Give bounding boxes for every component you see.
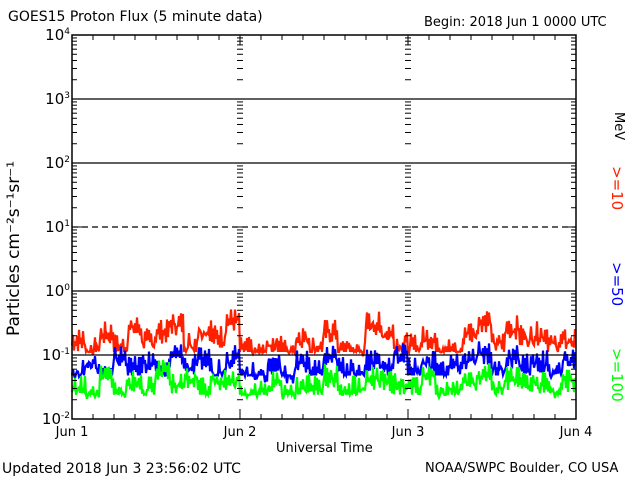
series-line-0 [70,309,577,358]
y-tick-label: 10-2 [41,410,70,428]
begin-label: Begin: 2018 Jun 1 0000 UTC [424,15,607,30]
y-tick-label: 103 [45,90,70,108]
y-tick-label: 102 [45,154,70,172]
y-tick-label: 104 [45,26,70,44]
x-tick-label: Jun 3 [391,425,425,440]
legend-ge50: >=50 [608,262,626,307]
x-tick-label: Jun 1 [55,425,89,440]
y-tick-label: 100 [45,282,70,300]
chart-title: GOES15 Proton Flux (5 minute data) [8,9,263,25]
series-line-2 [70,359,577,401]
x-tick-label: Jun 4 [559,425,593,440]
credit: NOAA/SWPC Boulder, CO USA [425,461,619,476]
y-tick-label: 10-1 [41,346,70,364]
x-tick-label: Jun 2 [223,425,257,440]
legend-ge10: >=10 [608,166,626,211]
updated-timestamp: Updated 2018 Jun 3 23:56:02 UTC [2,461,241,477]
y-tick-label: 101 [45,218,70,236]
unit-label: MeV [611,112,626,141]
legend-ge100: >=100 [608,348,626,402]
y-axis-label: Particles cm⁻²s⁻¹sr⁻¹ [4,160,24,336]
x-axis-label: Universal Time [276,441,373,456]
